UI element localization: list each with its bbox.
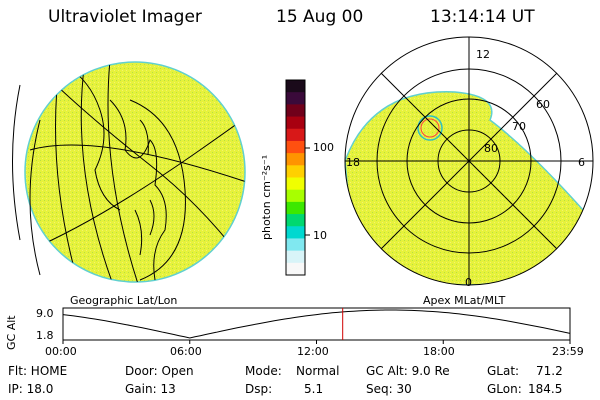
mlat-label-80: 80 <box>484 142 498 155</box>
colorbar-tick-10: 10 <box>313 229 327 242</box>
gc-alt-ytick-min: 1.8 <box>36 329 54 342</box>
mode-label: Mode: <box>245 364 282 378</box>
colorbar-segment <box>286 214 305 227</box>
colorbar-segment <box>286 165 305 178</box>
dsp-value: 5.1 <box>304 382 324 396</box>
mlt-label-18: 18 <box>346 156 360 169</box>
colorbar-segment <box>286 226 305 239</box>
colorbar-segment <box>286 153 305 166</box>
mlt-label-0: 0 <box>465 276 472 289</box>
gc-alt-status: GC Alt: 9.0 Re <box>366 364 450 378</box>
gc-alt-ylabel: GC Alt <box>5 315 18 350</box>
gc-alt-ytick-max: 9.0 <box>36 307 54 320</box>
colorbar-segment <box>286 250 305 264</box>
seq-status: Seq: 30 <box>366 382 412 396</box>
xtick-06: 06:00 <box>170 345 202 358</box>
observation-date: 15 Aug 00 <box>276 7 364 27</box>
colorbar-segment <box>286 238 305 252</box>
observation-time: 13:14:14 UT <box>430 7 535 27</box>
mlat-label-70: 70 <box>512 120 526 133</box>
xtick-2359: 23:59 <box>552 345 584 358</box>
colorbar-segment <box>286 189 305 203</box>
colorbar-tick-100: 100 <box>313 141 334 154</box>
colorbar-segment <box>286 80 305 93</box>
apex-caption: Apex MLat/MLT <box>423 294 506 307</box>
colorbar-segment <box>286 262 305 276</box>
xtick-00: 00:00 <box>45 345 77 358</box>
dsp-label: Dsp: <box>245 382 273 396</box>
colorbar-segment <box>286 92 305 105</box>
glat-value: 71.2 <box>536 364 563 378</box>
xtick-18: 18:00 <box>423 345 455 358</box>
glat-label: GLat: <box>487 364 520 378</box>
glon-label: GLon: <box>487 382 522 396</box>
colorbar-segment <box>286 116 305 130</box>
colorbar-segment <box>286 177 305 191</box>
colorbar-segment <box>286 201 305 215</box>
colorbar-segment <box>286 104 305 118</box>
mode-value: Normal <box>296 364 340 378</box>
xtick-12: 12:00 <box>297 345 329 358</box>
geographic-caption: Geographic Lat/Lon <box>70 294 178 307</box>
gc-alt-curve <box>62 309 571 339</box>
glon-value: 184.5 <box>528 382 563 396</box>
door-status: Door: Open <box>125 364 194 378</box>
mlat-label-60: 60 <box>536 98 550 111</box>
mlt-label-12: 12 <box>476 48 490 61</box>
gain-status: Gain: 13 <box>125 382 176 396</box>
mlt-label-6: 6 <box>578 156 585 169</box>
instrument-title: Ultraviolet Imager <box>48 7 202 27</box>
colorbar-segment <box>286 140 305 154</box>
colorbar-segment <box>286 128 305 142</box>
map-disk <box>24 61 246 283</box>
flight-status: Flt: HOME <box>8 364 68 378</box>
ip-status: IP: 18.0 <box>8 382 54 396</box>
